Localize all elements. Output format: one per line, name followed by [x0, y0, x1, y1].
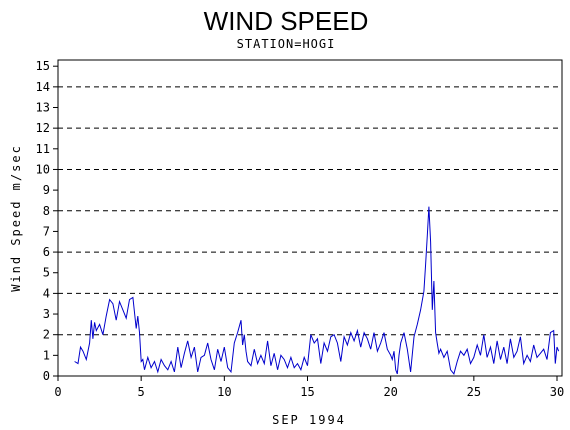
y-tick-label: 10 [36, 162, 50, 176]
y-tick-label: 5 [43, 266, 50, 280]
y-tick-label: 6 [43, 245, 50, 259]
y-tick-label: 7 [43, 224, 50, 238]
wind-speed-series-line [74, 206, 560, 375]
y-tick-label: 8 [43, 204, 50, 218]
x-tick-label: 25 [467, 385, 481, 399]
y-tick-label: 1 [43, 348, 50, 362]
x-tick-label: 30 [550, 385, 564, 399]
y-tick-label: 12 [36, 121, 50, 135]
y-axis-label: Wind Speed m/sec [9, 144, 23, 292]
x-axis-label: SEP 1994 [272, 413, 346, 427]
y-tick-label: 13 [36, 101, 50, 115]
x-tick-label: 0 [54, 385, 61, 399]
chart-subtitle: STATION=HOGI [237, 37, 336, 51]
x-tick-label: 20 [383, 385, 397, 399]
y-tick-label: 15 [36, 59, 50, 73]
reference-lines [58, 86, 562, 377]
y-tick-label: 3 [43, 307, 50, 321]
plot-frame [57, 59, 563, 377]
y-tick-label: 0 [43, 369, 50, 383]
x-tick-label: 10 [217, 385, 231, 399]
x-tick-label: 15 [300, 385, 314, 399]
x-axis: 0 5 10 15 20 25 30 [54, 376, 564, 399]
chart-title: WIND SPEED [204, 6, 369, 36]
y-tick-label: 14 [36, 80, 50, 94]
y-tick-label: 4 [43, 286, 50, 300]
y-tick-label: 9 [43, 183, 50, 197]
y-tick-label: 11 [36, 142, 50, 156]
x-tick-label: 5 [138, 385, 145, 399]
y-tick-label: 2 [43, 328, 50, 342]
